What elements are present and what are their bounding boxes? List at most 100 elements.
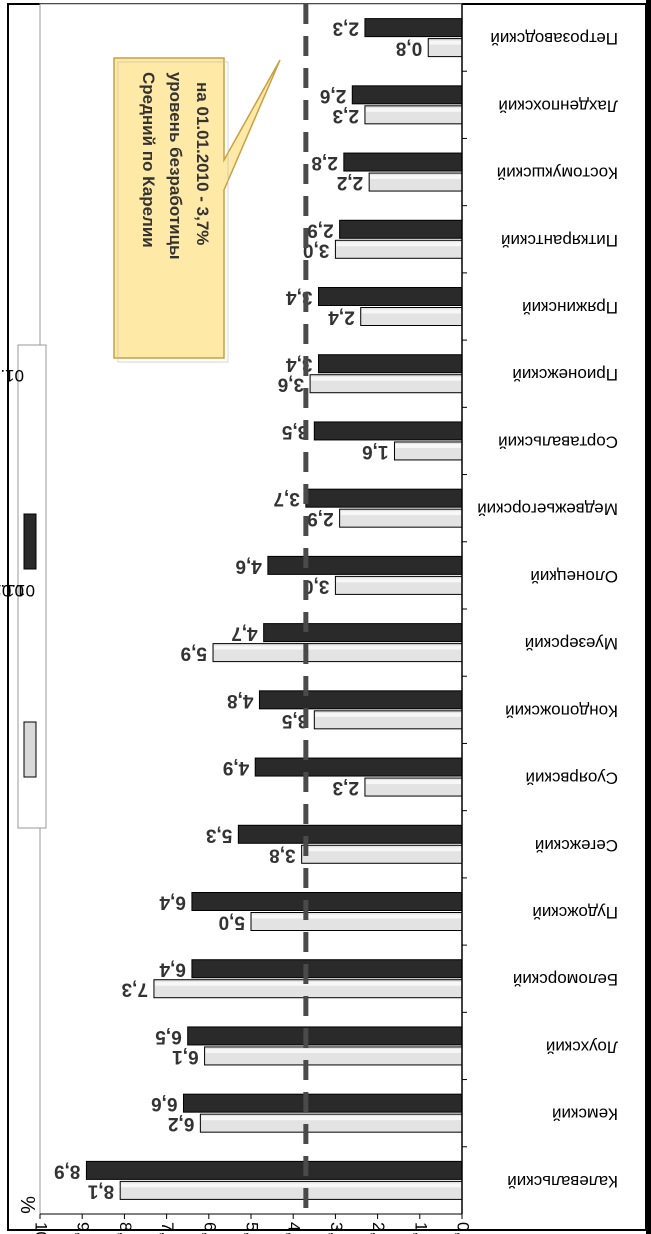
data-label-2009-3: 7,3 <box>122 979 148 1000</box>
bar-highlight-14 <box>336 242 461 246</box>
value-tick-label-8: 8,0 <box>116 1222 135 1234</box>
data-label-2009-11: 1,6 <box>362 441 388 462</box>
bar-2010-11 <box>314 422 462 440</box>
category-label-10: Медвежьегорский <box>477 500 618 519</box>
bar-highlight-1 <box>201 1116 461 1120</box>
data-label-2010-12: 3,4 <box>286 354 313 375</box>
data-label-2009-17: 0,8 <box>396 38 422 59</box>
bar-highlight-2 <box>206 1049 461 1053</box>
data-label-2010-15: 2,8 <box>311 152 337 173</box>
bar-2010-17 <box>365 19 462 37</box>
data-label-2009-0: 8,1 <box>87 1180 114 1201</box>
category-label-17: Петрозаводский <box>490 29 618 48</box>
data-label-2009-1: 6,2 <box>168 1113 194 1134</box>
bar-highlight-17 <box>429 41 461 45</box>
y-axis-unit-label: % <box>16 1196 38 1214</box>
data-label-2010-16: 2,6 <box>320 85 346 106</box>
bar-2010-6 <box>255 758 462 776</box>
category-label-16: Лахденпохский <box>498 96 618 115</box>
category-label-3: Беломорский <box>513 970 618 989</box>
data-label-2009-12: 3,6 <box>278 374 304 395</box>
category-label-13: Пряжинский <box>522 298 618 317</box>
value-tick-label-3: 3,0 <box>327 1222 346 1234</box>
value-tick-label-10: 10,0 <box>32 1222 51 1234</box>
data-label-2009-5: 3,8 <box>269 844 295 865</box>
category-label-5: Сегежский <box>535 836 618 855</box>
data-label-2010-5: 5,3 <box>206 824 232 845</box>
bar-2010-9 <box>268 556 462 574</box>
callout-line-2: уровень безработицы <box>166 72 185 260</box>
data-label-2010-2: 6,5 <box>155 1026 182 1047</box>
data-label-2009-6: 2,3 <box>333 777 359 798</box>
value-tick-label-7: 7,0 <box>158 1222 177 1234</box>
bar-2010-14 <box>340 220 462 238</box>
bar-highlight-11 <box>395 444 461 448</box>
bar-highlight-5 <box>303 847 461 851</box>
data-label-2010-14: 2,9 <box>307 219 333 240</box>
callout-line-3: на 01.01.2010 - 3,7% <box>193 82 212 245</box>
bar-highlight-0 <box>121 1183 461 1187</box>
data-label-2010-6: 4,9 <box>223 757 249 778</box>
bar-2010-0 <box>86 1161 462 1179</box>
bar-highlight-12 <box>311 377 461 381</box>
data-label-2010-4: 6,4 <box>159 891 186 912</box>
legend: 01.01.09 01.01.10 01.01.10 <box>0 345 46 828</box>
value-tick-label-2: 2,0 <box>369 1222 388 1234</box>
category-label-1: Кемский <box>552 1105 618 1124</box>
data-label-2009-13: 2,4 <box>328 306 355 327</box>
data-label-2009-16: 2,3 <box>333 105 359 126</box>
legend-swatch-01-01-09 <box>24 722 36 777</box>
page-edge <box>646 0 651 1234</box>
value-tick-label-9: 9,0 <box>74 1222 93 1234</box>
legend-label-extra: 01.01.10 <box>0 581 35 600</box>
data-label-2010-10: 3,7 <box>273 488 299 509</box>
category-label-7: Кондопожский <box>505 701 618 720</box>
bar-2010-5 <box>238 825 462 843</box>
legend-label-01-01-10: 01.01.10 <box>0 366 24 385</box>
value-tick-label-0: 0,0 <box>454 1222 473 1234</box>
bar-2010-16 <box>352 86 462 104</box>
bar-2010-10 <box>306 489 462 507</box>
data-label-2009-15: 2,2 <box>337 172 363 193</box>
bar-highlight-4 <box>252 915 461 919</box>
bar-2010-7 <box>259 691 462 709</box>
callout-line-1: Средний по Карелии <box>139 72 158 248</box>
category-label-11: Сортавальский <box>498 432 618 451</box>
value-tick-label-6: 6,0 <box>200 1222 219 1234</box>
category-label-14: Питкярантский <box>501 231 618 250</box>
value-tick-label-4: 4,0 <box>285 1222 304 1234</box>
category-label-6: Суоярвский <box>526 769 618 788</box>
data-label-2010-3: 6,4 <box>159 959 186 980</box>
bar-highlight-7 <box>315 713 461 717</box>
data-label-2010-0: 8,9 <box>54 1160 80 1181</box>
bar-2010-1 <box>183 1094 462 1112</box>
bar-highlight-8 <box>214 646 461 650</box>
category-label-12: Прионежский <box>512 365 618 384</box>
bar-highlight-13 <box>362 310 461 314</box>
data-label-2009-4: 5,0 <box>219 911 245 932</box>
bar-2010-4 <box>192 893 462 911</box>
data-label-2010-7: 4,8 <box>227 690 253 711</box>
legend-swatch-01-01-10 <box>24 514 36 569</box>
bar-highlight-15 <box>370 175 461 179</box>
data-label-2009-2: 6,1 <box>172 1046 199 1067</box>
value-tick-label-5: 5,0 <box>243 1222 262 1234</box>
data-label-2009-8: 5,9 <box>181 643 207 664</box>
category-label-8: Муезерский <box>525 634 618 653</box>
category-labels-group: Калевальский Кемский Лоухский Беломорский Пу… <box>477 29 618 1191</box>
bar-highlight-16 <box>366 108 461 112</box>
category-label-4: Пудожский <box>532 903 618 922</box>
category-label-2: Лоухский <box>546 1037 618 1056</box>
data-label-2010-8: 4,7 <box>231 623 257 644</box>
bar-2010-8 <box>264 624 462 642</box>
data-label-2010-17: 2,3 <box>333 18 359 39</box>
data-label-2010-13: 3,4 <box>286 286 313 307</box>
bar-2010-15 <box>344 153 462 171</box>
category-label-9: Олонецкий <box>530 567 618 586</box>
bar-2010-3 <box>192 960 462 978</box>
category-label-15: Костомукшский <box>497 164 618 183</box>
bar-2010-2 <box>188 1027 462 1045</box>
bar-2010-13 <box>319 288 462 306</box>
